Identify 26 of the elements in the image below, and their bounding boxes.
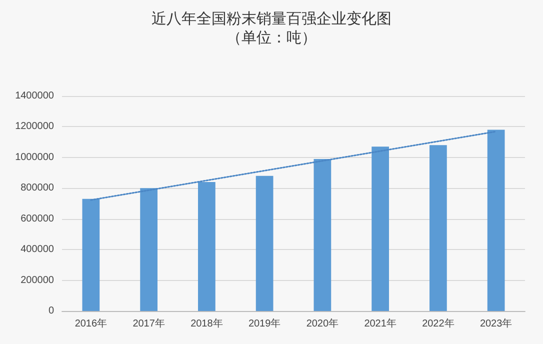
bar <box>82 198 100 311</box>
bar <box>314 158 332 311</box>
y-tick-label: 0 <box>48 306 54 316</box>
chart-title: 近八年全国粉末销量百强企业变化图 <box>152 10 392 28</box>
x-tick-label: 2016年 <box>74 318 108 330</box>
bar <box>372 146 389 311</box>
bar <box>256 176 274 311</box>
bar <box>198 182 216 311</box>
y-tick-label: 1400000 <box>15 90 54 102</box>
x-tick-label: 2017年 <box>132 318 165 330</box>
y-tick-label: 400000 <box>20 244 54 256</box>
bar <box>487 130 505 311</box>
chart-subtitle: （单位：吨） <box>226 28 316 46</box>
x-tick-label: 2018年 <box>190 318 223 330</box>
x-tick-label: 2023年 <box>480 318 512 330</box>
y-tick-label: 1000000 <box>15 152 54 163</box>
y-tick-label: 200000 <box>20 274 54 286</box>
y-tick-label: 800000 <box>20 182 54 194</box>
y-tick-label: 1200000 <box>15 121 54 132</box>
bar <box>140 188 158 311</box>
x-tick-label: 2022年 <box>422 318 454 330</box>
bar <box>430 145 447 311</box>
x-tick-label: 2019年 <box>248 318 281 330</box>
x-tick-label: 2020年 <box>306 318 339 330</box>
x-tick-label: 2021年 <box>364 318 396 330</box>
y-tick-label: 600000 <box>20 213 54 224</box>
